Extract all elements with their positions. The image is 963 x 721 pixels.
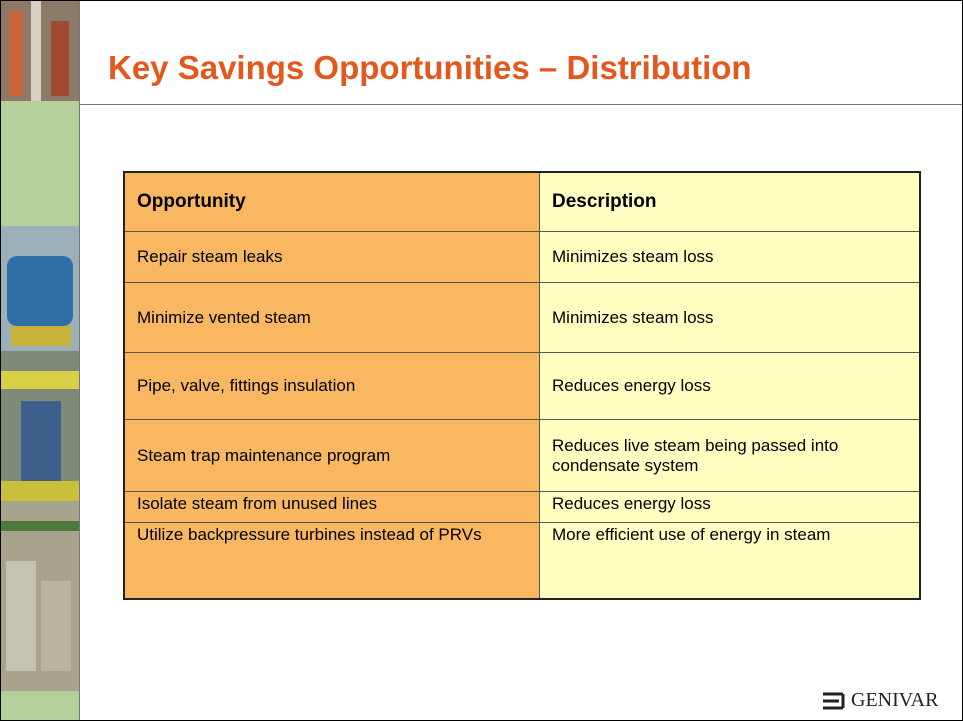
header-row: Opportunity Description — [123, 171, 921, 232]
table-cell: Reduces live steam being passed into con… — [539, 419, 921, 492]
table-row: Minimize vented steam Minimizes steam los… — [123, 282, 921, 353]
table-cell: Reduces energy loss — [539, 491, 921, 523]
table-cell: Reduces energy loss — [539, 352, 921, 420]
slide-title: Key Savings Opportunities – Distribution — [108, 49, 752, 86]
table-cell: Steam trap maintenance program — [123, 419, 540, 492]
logo-text: GENIVAR — [851, 689, 939, 711]
table-row: Repair steam leaks Minimizes steam loss — [123, 231, 921, 283]
table-cell: Pipe, valve, fittings insulation — [123, 352, 540, 420]
photo — [1, 226, 79, 351]
logo-icon — [823, 692, 845, 709]
table-cell: Minimizes steam loss — [539, 282, 921, 353]
photo — [1, 501, 79, 691]
table-row: Utilize backpressure turbines instead of… — [123, 522, 921, 599]
table: Opportunity Description Repair steam lea… — [123, 171, 921, 600]
table-row: Isolate steam from unused lines Reduces e… — [123, 491, 921, 523]
table-cell: Utilize backpressure turbines instead of… — [123, 522, 540, 599]
column-header: Description — [539, 171, 921, 232]
table-cell: Minimizes steam loss — [539, 231, 921, 283]
photo — [1, 351, 79, 501]
header-rule — [79, 104, 962, 105]
column-header: Opportunity — [123, 171, 540, 232]
table-row: Steam trap maintenance program Reduces li… — [123, 419, 921, 492]
table-cell: Repair steam leaks — [123, 231, 540, 283]
table-cell: Isolate steam from unused lines — [123, 491, 540, 523]
table-cell: More efficient use of energy in steam — [539, 522, 921, 599]
table-cell: Minimize vented steam — [123, 282, 540, 353]
logo: GENIVAR — [821, 689, 938, 712]
table-row: Pipe, valve, fittings insulation Reduces … — [123, 352, 921, 420]
photo — [1, 1, 79, 101]
